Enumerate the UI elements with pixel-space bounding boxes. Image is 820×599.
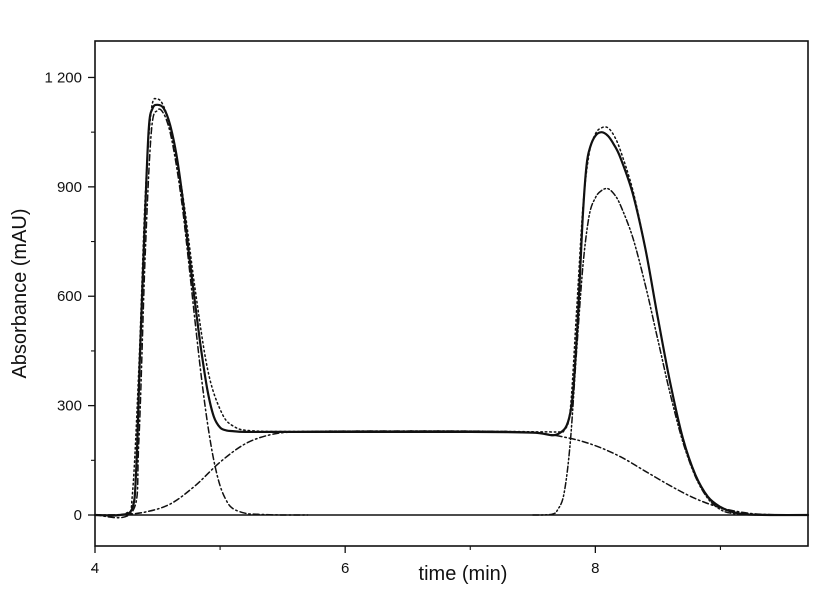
series-line-5 bbox=[532, 187, 759, 516]
series-line-2 bbox=[94, 97, 809, 517]
series-line-4 bbox=[94, 430, 809, 516]
y-tick-label: 300 bbox=[57, 398, 82, 415]
x-tick-label: 4 bbox=[91, 560, 99, 577]
y-axis-title: Absorbance (mAU) bbox=[9, 208, 31, 378]
y-axis-ticks: 0 300 600 900 1 200 bbox=[44, 69, 95, 571]
plot-frame bbox=[94, 40, 809, 547]
series-layer bbox=[93, 97, 810, 519]
y-tick-label: 1 200 bbox=[44, 69, 82, 86]
y-tick-label: 600 bbox=[57, 288, 82, 305]
series-line-3 bbox=[94, 108, 309, 519]
x-axis-ticks: 4 6 8 bbox=[91, 546, 721, 577]
x-axis-title: time (min) bbox=[419, 563, 508, 585]
y-tick-label: 0 bbox=[74, 507, 82, 524]
series-line-1 bbox=[93, 103, 810, 517]
y-tick-label: 900 bbox=[57, 179, 82, 196]
x-tick-label: 6 bbox=[341, 560, 349, 577]
x-tick-label: 8 bbox=[591, 560, 599, 577]
